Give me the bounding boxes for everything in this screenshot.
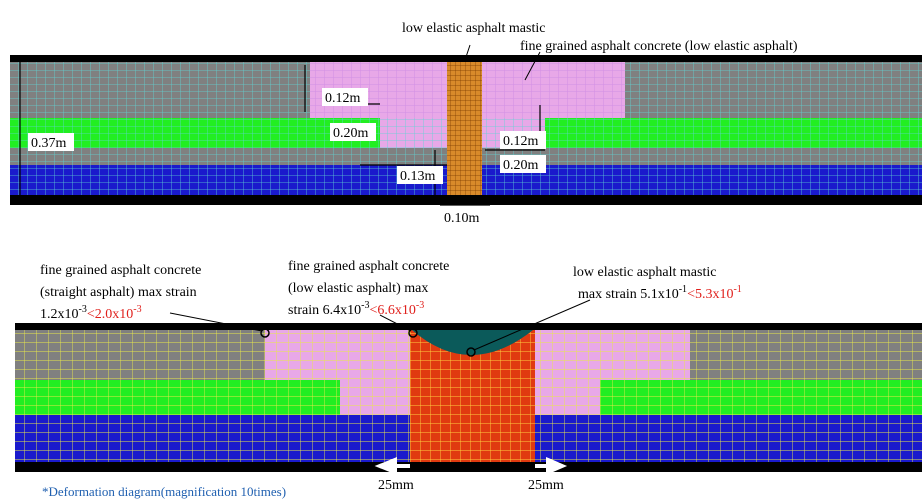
exponent: -1: [679, 284, 687, 295]
exponent: -1: [733, 284, 741, 295]
strain: 1.2x10-3<2.0x10-3: [40, 304, 142, 322]
exponent: -3: [79, 304, 87, 315]
dimension: 0.13m: [400, 169, 436, 184]
dimension: 0.37m: [31, 136, 67, 151]
strain-value: max strain 5.1x10: [578, 287, 679, 302]
dimension: 0.12m: [503, 134, 539, 149]
callout: fine grained asphalt concrete (straight a…: [40, 263, 201, 300]
callout-line: fine grained asphalt concrete: [288, 259, 449, 274]
callout-line: low elastic asphalt mastic: [573, 265, 716, 280]
caption: *Deformation diagram(magnification 10tim…: [42, 484, 286, 499]
strain: strain 6.4x10-3<6.6x10-3: [288, 300, 424, 318]
concrete-label: fine grained asphalt concrete (low elast…: [520, 39, 798, 54]
page: {"top_panel": {"mastic_label": "low elas…: [0, 0, 922, 500]
exponent: -3: [133, 304, 141, 315]
callout-line: fine grained asphalt concrete: [40, 263, 201, 278]
strain-value: strain 6.4x10: [288, 303, 361, 318]
bottom-mesh: [15, 300, 922, 472]
callout: fine grained asphalt concrete (low elasti…: [288, 259, 449, 296]
dimension: 0.20m: [333, 126, 369, 141]
callout-line: (straight asphalt) max strain: [40, 285, 197, 300]
figure: low elastic asphalt mastic fine grained …: [0, 0, 922, 500]
strain-value: 1.2x10: [40, 307, 79, 322]
dimension: 0.20m: [503, 158, 539, 173]
dimension: 0.12m: [325, 91, 361, 106]
dimension: 0.10m: [444, 211, 480, 226]
strain: max strain 5.1x10-1<5.3x10-1: [578, 284, 742, 302]
mastic-label: low elastic asphalt mastic: [402, 21, 545, 36]
top-mesh: [10, 45, 922, 205]
strain-limit: <2.0x10: [87, 307, 133, 322]
displacement: 25mm: [528, 478, 564, 493]
exponent: -3: [416, 300, 424, 311]
displacement: 25mm: [378, 478, 414, 493]
exponent: -3: [361, 300, 369, 311]
callout-line: (low elastic asphalt) max: [288, 281, 428, 296]
strain-limit: <5.3x10: [687, 287, 733, 302]
strain-limit: <6.6x10: [369, 303, 415, 318]
